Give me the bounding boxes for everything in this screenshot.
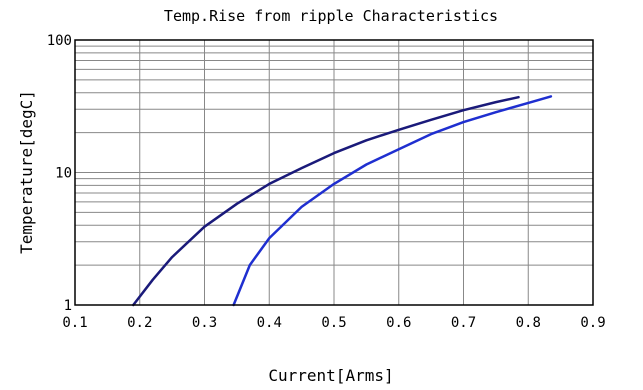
x-tick-label: 0.1 [62,315,87,331]
x-tick-label: 0.9 [580,315,605,331]
plot-area-frame [74,39,594,306]
series-lines [132,95,553,307]
y-tick-label: 10 [55,166,72,182]
x-tick-label: 0.2 [127,315,152,331]
x-tick-label: 0.4 [257,315,282,331]
chart-title: Temp.Rise from ripple Characteristics [164,7,498,25]
y-axis-label: Temperature[degC] [17,90,36,254]
x-tick-labels: 0.1 0.2 0.3 0.4 0.5 0.6 0.7 0.8 0.9 [62,315,605,331]
x-tick-label: 0.5 [321,315,346,331]
y-tick-label: 1 [64,298,72,314]
series-line-2 [232,95,553,307]
grid-lines [74,40,594,306]
x-tick-label: 0.3 [192,315,217,331]
series-line-1 [132,95,520,307]
x-tick-label: 0.8 [516,315,541,331]
x-axis-label: Current[Arms] [268,366,393,385]
x-tick-label: 0.7 [451,315,476,331]
y-tick-label: 100 [47,33,72,49]
y-tick-labels: 1 10 100 [47,33,72,314]
x-tick-label: 0.6 [386,315,411,331]
